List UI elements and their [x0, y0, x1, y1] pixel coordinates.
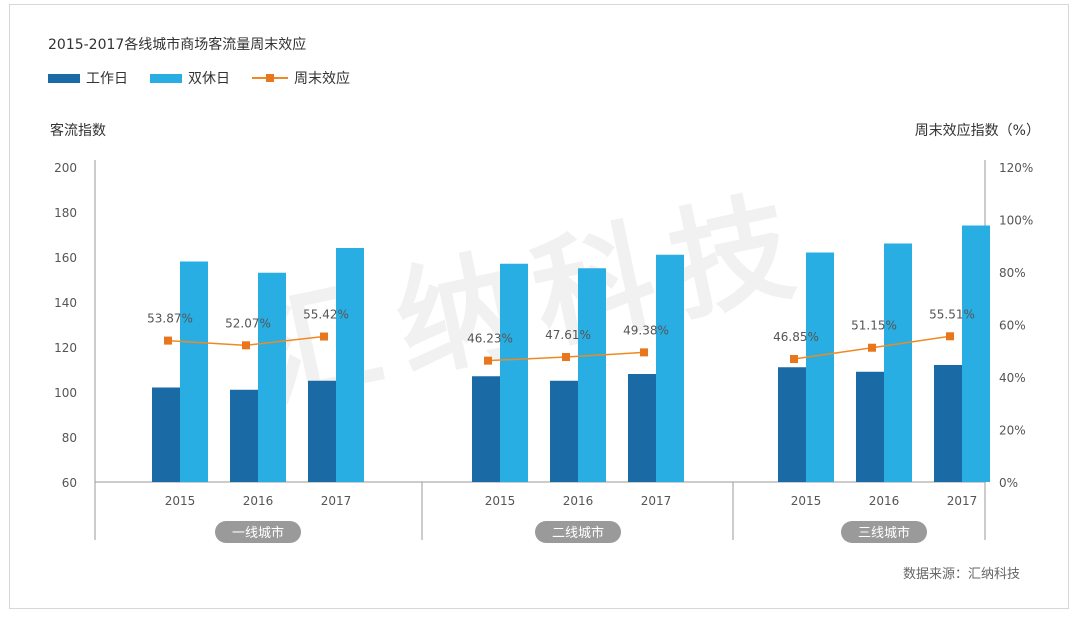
y-right-tick-label: 120% — [999, 161, 1033, 175]
x-tick-label: 2015 — [485, 494, 516, 508]
effect-marker — [320, 332, 328, 341]
y-right-tick-label: 40% — [999, 371, 1026, 385]
effect-data-label: 53.87% — [147, 312, 193, 326]
bar-workday — [152, 387, 180, 482]
y-right-tick-label: 80% — [999, 266, 1026, 280]
y-right-tick-label: 60% — [999, 319, 1026, 333]
bar-weekend — [656, 254, 684, 482]
y-right-tick-label: 0% — [999, 476, 1018, 490]
legend-label-weekend: 双休日 — [188, 71, 230, 87]
legend-item-weekend: 双休日 — [150, 68, 230, 88]
effect-data-label: 47.61% — [545, 328, 591, 342]
effect-marker — [790, 355, 798, 364]
legend-item-workday: 工作日 — [48, 68, 128, 88]
legend-swatch-effect — [252, 72, 288, 84]
effect-marker — [946, 332, 954, 341]
effect-data-label: 46.23% — [467, 332, 513, 346]
bar-workday — [856, 371, 884, 482]
source-note: 数据来源：汇纳科技 — [902, 567, 1020, 582]
x-tick-label: 2016 — [869, 494, 900, 508]
x-tick-label: 2015 — [165, 494, 196, 508]
x-tick-label: 2015 — [791, 494, 822, 508]
effect-data-label: 49.38% — [623, 323, 669, 337]
effect-data-label: 55.51% — [929, 307, 975, 321]
bar-workday — [934, 365, 962, 482]
y-axis-right-label: 周末效应指数（%） — [914, 123, 1040, 139]
effect-data-label: 55.42% — [303, 308, 349, 322]
legend: 工作日 双休日 周末效应 — [48, 68, 372, 88]
bar-weekend — [806, 252, 834, 482]
bar-weekend — [258, 272, 286, 482]
group-label-pill — [841, 521, 927, 543]
bar-workday — [778, 367, 806, 482]
legend-label-workday: 工作日 — [86, 71, 128, 87]
effect-marker — [242, 341, 250, 350]
group-label-pill — [215, 521, 301, 543]
bar-weekend — [500, 263, 528, 482]
y-right-tick-label: 100% — [999, 214, 1033, 228]
legend-label-effect: 周末效应 — [294, 71, 350, 87]
bar-weekend — [884, 243, 912, 482]
bar-workday — [230, 389, 258, 482]
group-label-pill — [535, 521, 621, 543]
y-axis-left-label: 客流指数 — [50, 123, 106, 139]
y-left-tick-label: 180 — [54, 206, 77, 220]
y-left-tick-label: 160 — [54, 251, 77, 265]
group-label: 三线城市 — [858, 525, 910, 541]
bar-weekend — [962, 225, 990, 482]
bar-workday — [472, 376, 500, 482]
y-left-tick-label: 200 — [54, 161, 77, 175]
group-label: 一线城市 — [232, 525, 284, 541]
y-right-tick-label: 20% — [999, 424, 1026, 438]
effect-marker — [562, 353, 570, 362]
bar-weekend — [180, 261, 208, 482]
chart-title: 2015-2017各线城市商场客流量周末效应 — [48, 37, 307, 53]
effect-data-label: 51.15% — [851, 319, 897, 333]
x-tick-label: 2017 — [321, 494, 352, 508]
effect-marker — [484, 356, 492, 365]
effect-marker — [868, 343, 876, 352]
bar-weekend — [578, 268, 606, 482]
y-left-tick-label: 120 — [54, 341, 77, 355]
bar-workday — [308, 380, 336, 482]
y-left-tick-label: 60 — [62, 476, 77, 490]
effect-marker — [164, 336, 172, 345]
y-left-tick-label: 80 — [62, 431, 77, 445]
legend-swatch-weekend — [150, 73, 182, 83]
effect-marker — [640, 348, 648, 357]
bar-workday — [550, 380, 578, 482]
group-label: 二线城市 — [552, 525, 604, 541]
legend-item-effect: 周末效应 — [252, 68, 350, 88]
y-left-tick-label: 100 — [54, 386, 77, 400]
legend-swatch-workday — [48, 73, 80, 83]
bar-workday — [628, 374, 656, 482]
y-left-tick-label: 140 — [54, 296, 77, 310]
x-tick-label: 2016 — [563, 494, 594, 508]
bar-weekend — [336, 248, 364, 482]
x-tick-label: 2017 — [947, 494, 978, 508]
x-tick-label: 2016 — [243, 494, 274, 508]
effect-data-label: 52.07% — [225, 316, 271, 330]
x-tick-label: 2017 — [641, 494, 672, 508]
effect-data-label: 46.85% — [773, 330, 819, 344]
